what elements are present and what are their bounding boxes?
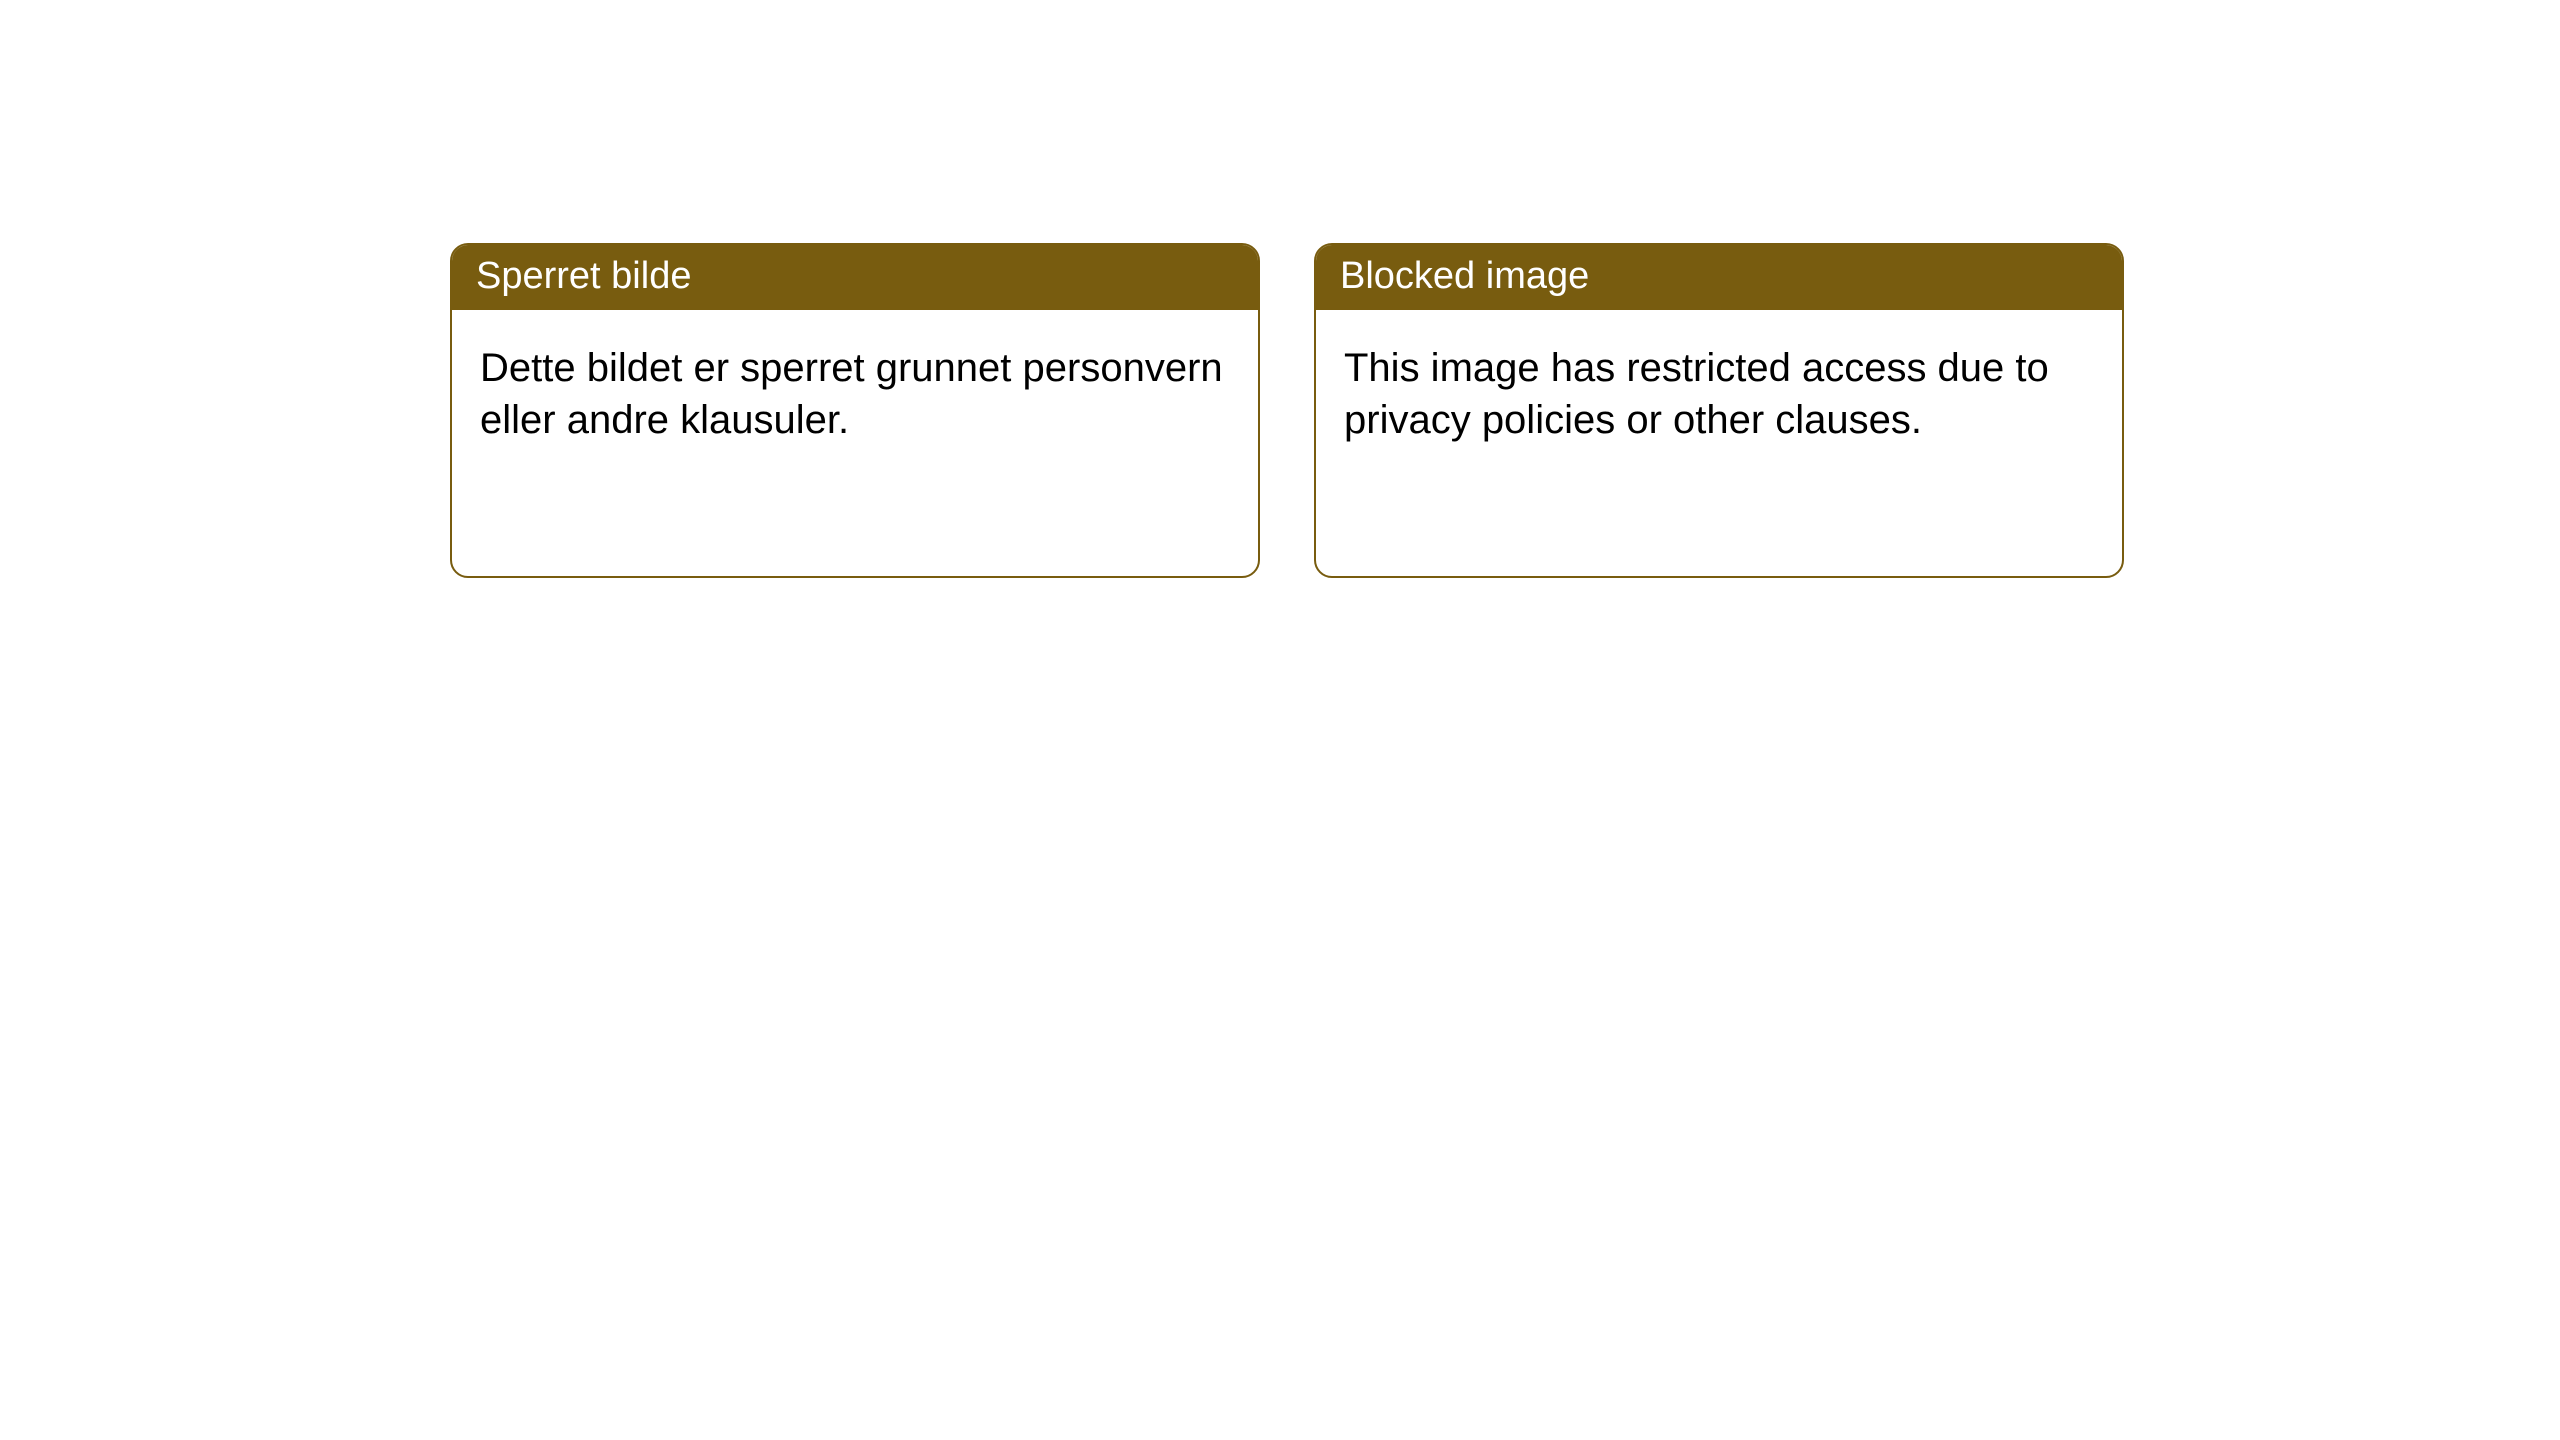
notice-header-english: Blocked image [1316,245,2122,310]
notice-body-english: This image has restricted access due to … [1316,310,2122,466]
notice-card-english: Blocked image This image has restricted … [1314,243,2124,578]
notice-header-norwegian: Sperret bilde [452,245,1258,310]
notice-body-norwegian: Dette bildet er sperret grunnet personve… [452,310,1258,466]
notice-card-norwegian: Sperret bilde Dette bildet er sperret gr… [450,243,1260,578]
notice-container: Sperret bilde Dette bildet er sperret gr… [0,0,2560,578]
